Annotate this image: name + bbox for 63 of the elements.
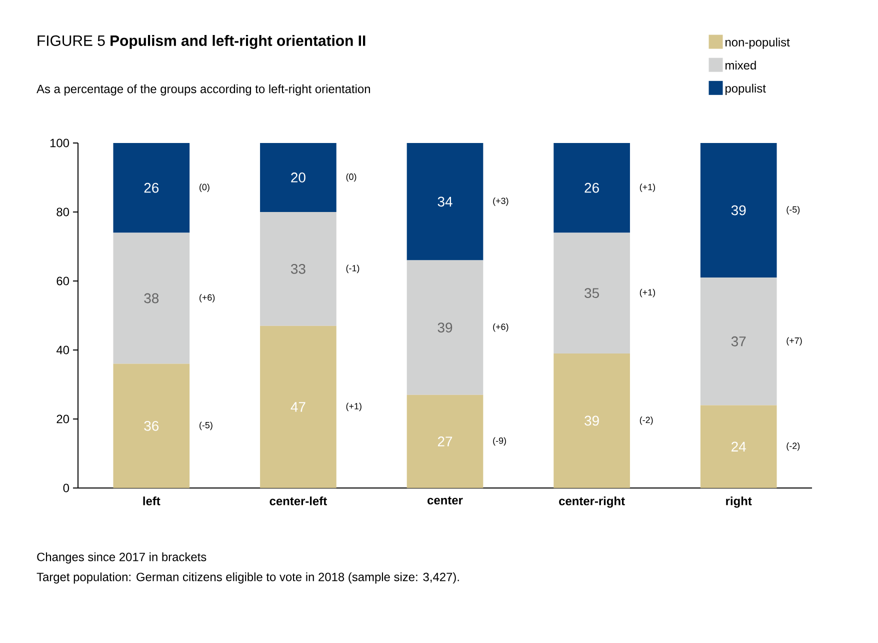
bar <box>113 364 190 488</box>
data-label: 20 <box>291 172 306 182</box>
bar <box>113 142 190 233</box>
bar <box>260 142 336 212</box>
annotation: (+6) <box>200 294 215 302</box>
x-tick-label: center <box>428 496 463 504</box>
text: Target population: German citizens eligible to vote in 2018 (sample size: 3,427). <box>36 572 459 584</box>
chart-subtitle: As a percentage of the groups according to left-right orientation <box>36 84 370 96</box>
bar <box>113 232 190 364</box>
bar <box>554 232 630 354</box>
x-tick-label: right <box>726 496 752 508</box>
y-tick-label: 20 <box>56 414 70 424</box>
data-label: 33 <box>290 264 306 274</box>
data-label: 26 <box>144 182 159 193</box>
data-label: 39 <box>438 322 452 333</box>
data-label: 39 <box>584 416 599 426</box>
data-label: 27 <box>438 436 452 446</box>
legend-label: populist <box>726 84 766 95</box>
annotation: (-1) <box>346 264 360 274</box>
data-label: 26 <box>584 182 599 193</box>
annotation: (+7) <box>786 337 802 346</box>
y-tick-label: 60 <box>56 276 70 286</box>
annotation: (-9) <box>493 437 506 446</box>
data-label: 47 <box>290 402 306 412</box>
annotation: (+6) <box>493 323 508 332</box>
legend-label: non-populist <box>726 38 790 49</box>
bar <box>554 142 630 233</box>
chart-title: FIGURE 5 Populism and left-right orientation II <box>38 34 366 49</box>
y-tick-label: 100 <box>50 138 70 148</box>
data-label: 37 <box>731 336 746 346</box>
data-label: 39 <box>731 205 746 216</box>
annotation: (+1) <box>346 402 362 412</box>
legend-label: mixed <box>726 60 756 70</box>
annotation: (+1) <box>640 184 656 192</box>
annotation: (0) <box>346 173 356 182</box>
x-tick-label: left <box>143 496 160 506</box>
data-label: 38 <box>144 293 159 304</box>
y-tick-label: 40 <box>56 346 70 354</box>
data-label: 35 <box>584 288 599 298</box>
bar <box>700 405 777 488</box>
bar <box>406 142 484 260</box>
bar <box>700 278 777 406</box>
bar <box>260 326 336 488</box>
annotation: (+1) <box>640 288 656 298</box>
annotation: (-2) <box>786 442 800 451</box>
bar <box>554 353 630 488</box>
bar <box>260 212 336 326</box>
text: Changes since 2017 in brackets <box>37 552 206 564</box>
annotation: (+3) <box>493 197 508 206</box>
data-label: 36 <box>144 420 159 431</box>
data-label: 24 <box>732 442 746 452</box>
x-tick-label: center-right <box>559 496 625 508</box>
bar <box>700 142 777 278</box>
data-label: 34 <box>438 196 452 207</box>
annotation: (-2) <box>640 416 653 425</box>
bar <box>406 260 484 395</box>
y-tick-label: 80 <box>56 208 70 216</box>
bar <box>406 394 484 488</box>
annotation: (-5) <box>200 422 212 430</box>
x-tick-label: center-left <box>270 496 327 506</box>
annotation: (-5) <box>786 206 800 214</box>
annotation: (0) <box>200 184 210 192</box>
y-tick-label: 0 <box>63 484 70 492</box>
